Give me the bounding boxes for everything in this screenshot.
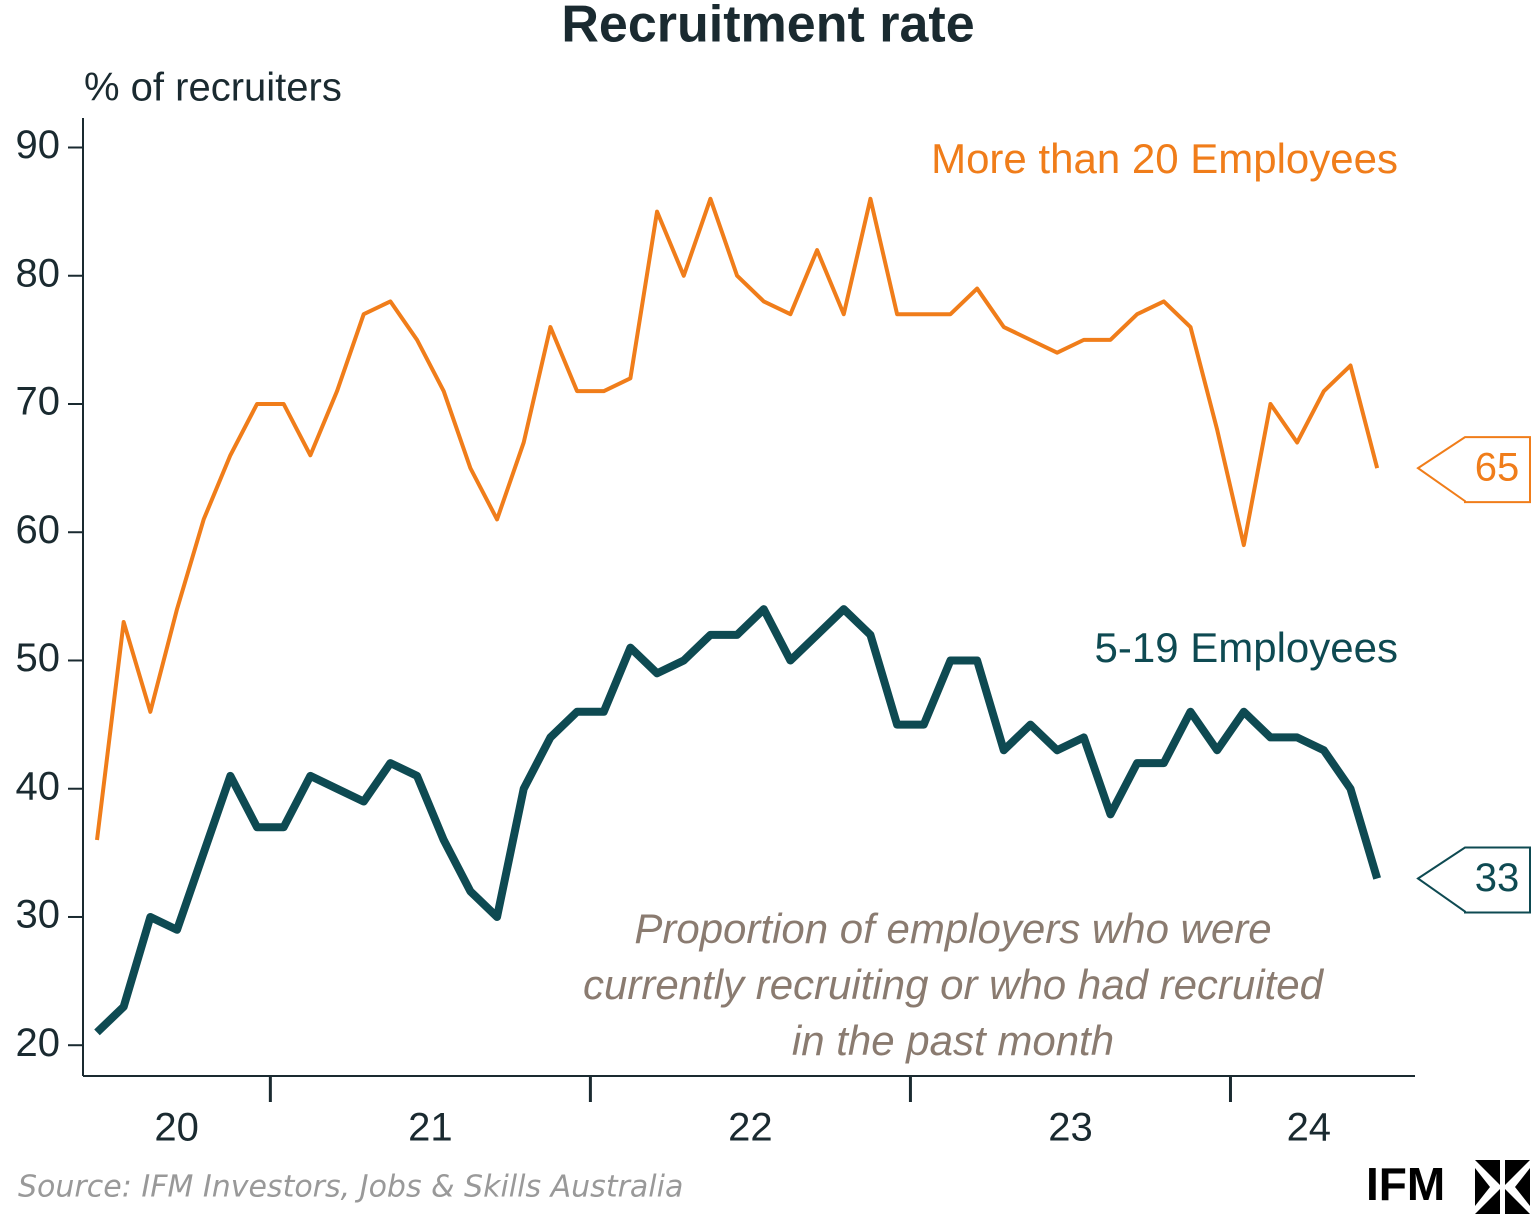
y-tick-label: 90 <box>16 123 61 167</box>
series-line <box>95 196 1380 841</box>
y-tick-label: 40 <box>16 764 61 808</box>
y-axis-label: % of recruiters <box>84 66 342 110</box>
series-label: 5-19 Employees <box>1095 624 1399 671</box>
logo-text: IFM <box>1366 1158 1445 1210</box>
y-tick-label: 80 <box>16 251 61 295</box>
end-callout <box>1416 846 1531 914</box>
end-value-label: 65 <box>1475 446 1520 490</box>
end-value-label: 33 <box>1475 856 1520 900</box>
series-line <box>94 605 1381 1036</box>
y-tick-label: 20 <box>16 1021 61 1065</box>
source: Source: IFM Investors, Jobs & Skills Aus… <box>18 1170 683 1205</box>
x-tick-label: 21 <box>408 1106 453 1150</box>
annotation: currently recruiting or who had recruite… <box>583 961 1325 1008</box>
y-tick-label: 50 <box>16 636 61 680</box>
x-tick-label: 24 <box>1287 1106 1332 1150</box>
series-label: More than 20 Employees <box>931 135 1398 182</box>
annotation: Proportion of employers who were <box>634 905 1271 952</box>
logo-icon <box>1475 1160 1530 1214</box>
annotation: in the past month <box>792 1017 1114 1064</box>
y-tick-label: 70 <box>16 380 61 424</box>
end-callout <box>1416 436 1531 504</box>
chart-title: Recruitment rate <box>561 0 974 54</box>
y-tick-label: 30 <box>16 893 61 937</box>
x-tick-label: 22 <box>728 1106 773 1150</box>
x-tick-label: 23 <box>1048 1106 1093 1150</box>
x-tick-label: 20 <box>154 1106 199 1150</box>
y-tick-label: 60 <box>16 508 61 552</box>
